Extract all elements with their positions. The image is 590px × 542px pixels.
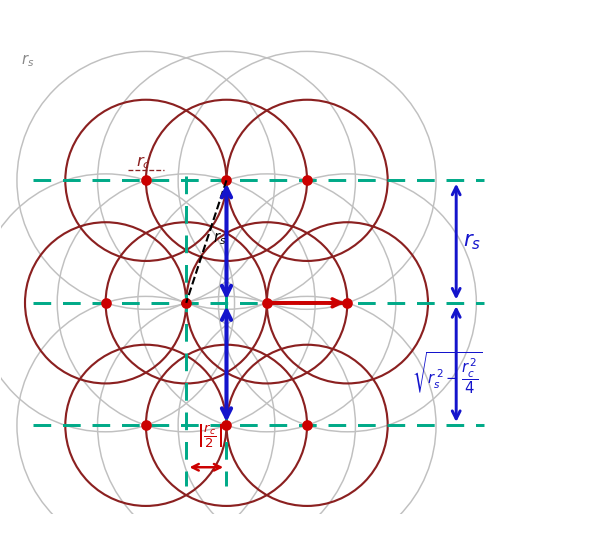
Text: $r_s$: $r_s$ — [213, 230, 226, 247]
Text: $\left|\dfrac{r_c}{2}\right|$: $\left|\dfrac{r_c}{2}\right|$ — [196, 423, 223, 450]
Text: $r_c$: $r_c$ — [136, 154, 151, 171]
Text: $r_s$: $r_s$ — [21, 52, 34, 69]
Text: $r_s$: $r_s$ — [463, 232, 481, 252]
Text: $\sqrt{r_s^{\,2} - \dfrac{r_c^{\,2}}{4}}$: $\sqrt{r_s^{\,2} - \dfrac{r_c^{\,2}}{4}}… — [412, 350, 483, 395]
